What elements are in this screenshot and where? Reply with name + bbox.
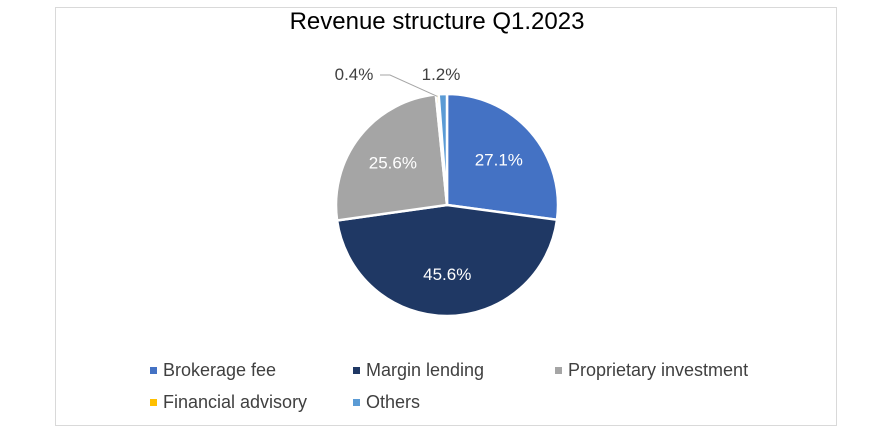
- data-label-brokerage-fee: 27.1%: [475, 151, 523, 170]
- legend-swatch-icon: [150, 367, 157, 374]
- legend-item-brokerage-fee[interactable]: Brokerage fee: [150, 360, 276, 381]
- legend-swatch-icon: [353, 399, 360, 406]
- data-label-proprietary-investment: 25.6%: [369, 154, 417, 173]
- data-label-margin-lending: 45.6%: [423, 265, 471, 284]
- legend-item-financial-advisory[interactable]: Financial advisory: [150, 392, 307, 413]
- chart-title: Revenue structure Q1.2023: [289, 8, 585, 35]
- data-label-others: 1.2%: [422, 65, 461, 84]
- pie-slice-proprietary-investment[interactable]: [334, 93, 449, 222]
- legend-swatch-icon: [353, 367, 360, 374]
- pie-slice-margin-lending[interactable]: [335, 203, 559, 318]
- legend-swatch-icon: [555, 367, 562, 374]
- leader-line: [380, 74, 438, 97]
- pie-slice-brokerage-fee[interactable]: [445, 92, 560, 222]
- legend-item-others[interactable]: Others: [353, 392, 420, 413]
- pie-slice-others[interactable]: [437, 92, 449, 206]
- legend-item-margin-lending[interactable]: Margin lending: [353, 360, 484, 381]
- data-label-financial-advisory: 0.4%: [335, 65, 374, 84]
- legend-swatch-icon: [150, 399, 157, 406]
- legend-item-proprietary-investment[interactable]: Proprietary investment: [555, 360, 748, 381]
